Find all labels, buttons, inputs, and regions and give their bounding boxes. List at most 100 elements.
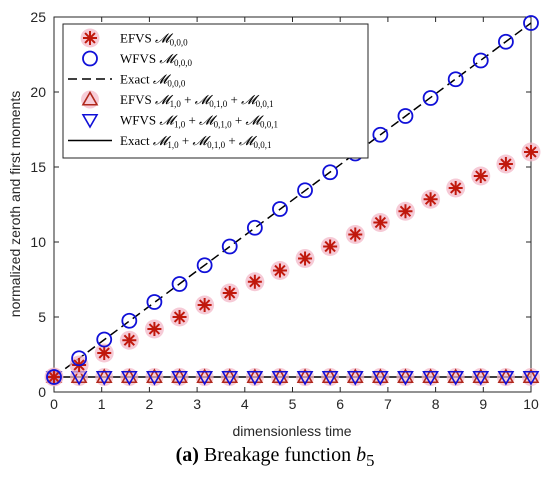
legend-subscript: 0,0,1 [256,99,274,109]
legend-subscript: 0,1,0 [214,120,233,130]
series-1-point [96,331,113,348]
series-0-point [270,261,290,280]
series-1-point [71,350,87,367]
series-4-point [196,370,214,386]
series-1-point [397,108,414,124]
series-1-point [447,71,464,88]
y-tick-label: 20 [30,84,46,100]
x-tick-label: 4 [241,396,249,412]
series-0-point [320,237,340,256]
series-1-point [498,33,514,50]
axis-ticks: 0 1 2 3 4 5 6 7 8 9 10 0 5 10 15 20 25 [30,9,539,412]
series-0-point [370,213,390,232]
x-tick-label: 8 [432,396,440,412]
caption-symbol: b [356,444,367,466]
series-1-point [196,257,213,274]
series-1-point [523,15,539,31]
legend-entry-4: WFVS 𝓜1,0 + 𝓜0,1,0 + 𝓜0,0,1 [120,113,278,130]
series-1-point [146,294,163,310]
legend-symbol: 𝓜 [193,133,212,148]
legend-subscript: 0,0,1 [253,140,271,150]
y-tick-label: 25 [30,9,46,25]
moments-chart: 0 1 2 3 4 5 6 7 8 9 10 0 5 10 15 20 25 dimensionless tim… [7,9,541,439]
legend-symbol: 𝓜 [155,92,174,107]
x-axis-label: dimensionless time [232,423,351,439]
x-tick-label: 6 [336,396,344,412]
series-0-point [421,189,441,209]
y-axis-label: normalized zeroth and first moments [7,91,23,317]
series-4-point [221,370,239,386]
legend-symbol: 𝓜 [245,113,264,128]
legend-entry-3: EFVS 𝓜1,0 + 𝓜0,1,0 + 𝓜0,0,1 [120,92,274,109]
series-0-point [170,307,190,327]
series-1-point [422,90,439,106]
series-0-point [220,283,240,303]
series-1-point [121,312,138,329]
series-0-point [446,178,466,198]
legend-subscript: 0,0,0 [170,38,189,48]
legend-symbol: 𝓜 [199,113,218,128]
series-1-point [246,219,263,236]
legend-marker-3 [81,90,99,109]
series-0-point [195,295,215,315]
legend-entry-5: Exact 𝓜1,0 + 𝓜0,1,0 + 𝓜0,0,1 [120,133,271,150]
series-4-point [522,370,540,386]
series-4-point [371,370,389,386]
x-tick-label: 5 [289,396,297,412]
legend-prefix: WFVS [120,113,159,128]
legend-marker-4 [81,113,99,129]
legend-plus: + [225,133,239,148]
caption-label: (a) [175,444,199,466]
series-1-point [171,276,188,292]
x-tick-label: 7 [384,396,392,412]
legend-subscript: 1,0 [167,140,179,150]
legend-prefix: WFVS [120,51,159,66]
series-4-point [146,370,163,386]
series-0-point [245,272,265,292]
series-0-point [521,142,541,162]
series-4-point [422,370,439,386]
series-4-point [246,370,264,386]
legend-symbol: 𝓜 [195,92,214,107]
series-4-point [95,370,113,386]
x-tick-label: 3 [193,396,201,412]
legend-box [62,23,369,159]
legend-entry-0: EFVS 𝓜0,0,0 [120,31,188,48]
legend-symbol: 𝓜 [153,133,172,148]
x-tick-label: 10 [523,396,539,412]
legend-subscript: 0,1,0 [209,99,228,109]
x-tick-label: 1 [98,396,106,412]
series-0-point [496,154,516,174]
series-4-point [397,370,414,386]
series-1-point [272,201,288,217]
series-1-point [221,238,238,255]
legend-plus: + [179,133,193,148]
legend-marker-1 [82,50,98,67]
series-4-point [296,370,314,386]
series-1-point [297,182,313,199]
y-tick-label: 5 [38,309,46,325]
x-tick-label: 2 [146,396,154,412]
legend-subscript: 0,0,0 [174,58,193,68]
series-0-point [144,319,164,339]
legend-plus: + [232,113,246,128]
legend-prefix: Exact [120,133,153,148]
legend-subscript: 0,0,0 [167,79,186,89]
caption-subscript: 5 [366,451,375,470]
series-0-point [471,166,491,186]
series-1-point [322,164,339,181]
series-1-point [372,126,389,143]
legend-symbol: 𝓜 [155,31,174,46]
legend-plus: + [181,92,195,107]
legend-symbol: 𝓜 [159,113,178,128]
series-4-point [346,370,364,386]
legend-subscript: 1,0 [174,120,186,130]
series-1-point [472,52,489,69]
legend-subscript: 1,0 [170,99,182,109]
series-4-point [497,370,515,386]
caption-text: Breakage function [203,444,352,466]
legend-symbol: 𝓜 [241,92,260,107]
series-0-point [345,225,365,244]
legend-plus: + [227,92,241,107]
